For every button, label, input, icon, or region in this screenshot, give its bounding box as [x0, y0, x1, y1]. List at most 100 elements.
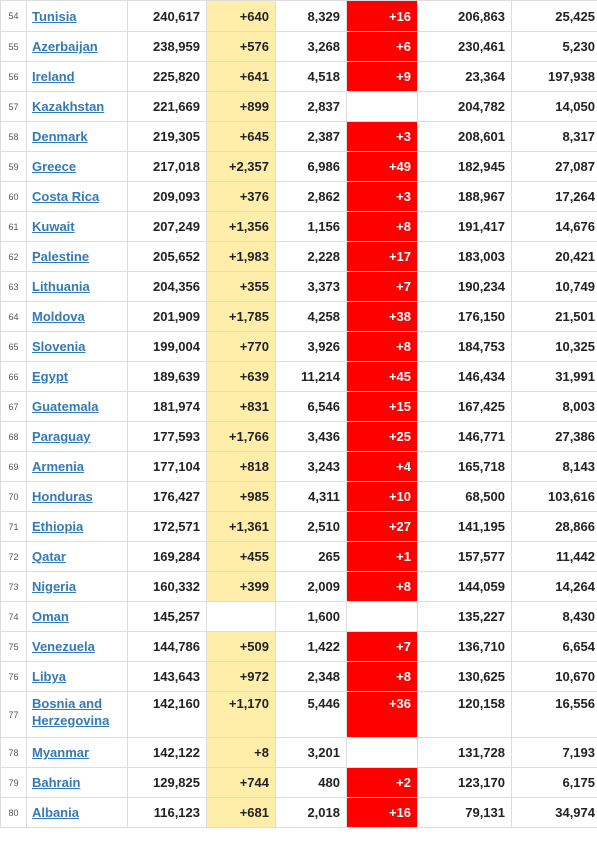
- country-link[interactable]: Nigeria: [32, 579, 77, 594]
- total-recovered-cell: 190,234: [417, 271, 512, 302]
- table-row: 57 Kazakhstan 221,669 +899 2,837 204,782…: [0, 91, 597, 122]
- country-cell: Albania: [26, 797, 128, 828]
- country-link[interactable]: Ethiopia: [32, 519, 84, 534]
- country-link[interactable]: Paraguay: [32, 429, 91, 444]
- country-cell: Moldova: [26, 301, 128, 332]
- country-cell: Kuwait: [26, 211, 128, 242]
- new-cases-cell: +645: [206, 121, 276, 152]
- total-recovered-cell: 191,417: [417, 211, 512, 242]
- total-deaths-cell: 1,600: [275, 601, 347, 632]
- new-deaths-cell: [346, 601, 418, 632]
- active-cases-cell: 14,264: [511, 571, 597, 602]
- total-cases-cell: 205,652: [127, 241, 207, 272]
- total-deaths-cell: 265: [275, 541, 347, 572]
- country-cell: Bosnia and Herzegovina: [26, 691, 128, 738]
- new-deaths-cell: +6: [346, 31, 418, 62]
- row-number: 64: [0, 301, 27, 332]
- country-link[interactable]: Lithuania: [32, 279, 90, 294]
- row-number: 61: [0, 211, 27, 242]
- total-cases-cell: 160,332: [127, 571, 207, 602]
- table-row: 64 Moldova 201,909 +1,785 4,258 +38 176,…: [0, 301, 597, 332]
- total-deaths-cell: 2,387: [275, 121, 347, 152]
- country-link[interactable]: Bosnia and Herzegovina: [32, 696, 110, 728]
- total-cases-cell: 204,356: [127, 271, 207, 302]
- total-deaths-cell: 2,228: [275, 241, 347, 272]
- new-deaths-cell: +17: [346, 241, 418, 272]
- total-deaths-cell: 6,986: [275, 151, 347, 182]
- new-deaths-cell: +36: [346, 691, 418, 738]
- country-link[interactable]: Kazakhstan: [32, 99, 105, 114]
- new-cases-cell: +355: [206, 271, 276, 302]
- new-deaths-cell: +25: [346, 421, 418, 452]
- new-cases-cell: [206, 601, 276, 632]
- new-cases-cell: +640: [206, 0, 276, 32]
- country-cell: Ethiopia: [26, 511, 128, 542]
- country-link[interactable]: Palestine: [32, 249, 90, 264]
- total-recovered-cell: 135,227: [417, 601, 512, 632]
- new-cases-cell: +1,766: [206, 421, 276, 452]
- country-link[interactable]: Tunisia: [32, 8, 77, 24]
- country-link[interactable]: Egypt: [32, 369, 69, 384]
- country-cell: Slovenia: [26, 331, 128, 362]
- country-link[interactable]: Libya: [32, 669, 66, 684]
- total-recovered-cell: 184,753: [417, 331, 512, 362]
- country-link[interactable]: Armenia: [32, 459, 85, 474]
- new-cases-cell: +972: [206, 661, 276, 692]
- active-cases-cell: 11,442: [511, 541, 597, 572]
- total-cases-cell: 181,974: [127, 391, 207, 422]
- active-cases-cell: 17,264: [511, 181, 597, 212]
- active-cases-cell: 27,087: [511, 151, 597, 182]
- country-link[interactable]: Ireland: [32, 69, 75, 84]
- total-recovered-cell: 79,131: [417, 797, 512, 828]
- country-link[interactable]: Slovenia: [32, 339, 86, 354]
- row-number: 74: [0, 601, 27, 632]
- active-cases-cell: 10,670: [511, 661, 597, 692]
- country-link[interactable]: Guatemala: [32, 399, 99, 414]
- country-link[interactable]: Myanmar: [32, 745, 90, 760]
- row-number: 58: [0, 121, 27, 152]
- country-link[interactable]: Denmark: [32, 129, 88, 144]
- total-deaths-cell: 2,018: [275, 797, 347, 828]
- active-cases-cell: 10,749: [511, 271, 597, 302]
- new-cases-cell: +455: [206, 541, 276, 572]
- table-row: 76 Libya 143,643 +972 2,348 +8 130,625 1…: [0, 661, 597, 692]
- row-number: 71: [0, 511, 27, 542]
- total-cases-cell: 219,305: [127, 121, 207, 152]
- country-link[interactable]: Bahrain: [32, 775, 81, 790]
- total-recovered-cell: 146,771: [417, 421, 512, 452]
- country-link[interactable]: Kuwait: [32, 219, 75, 234]
- country-link[interactable]: Azerbaijan: [32, 39, 98, 54]
- country-link[interactable]: Honduras: [32, 489, 93, 504]
- row-number: 72: [0, 541, 27, 572]
- total-recovered-cell: 123,170: [417, 767, 512, 798]
- new-deaths-cell: +49: [346, 151, 418, 182]
- country-link[interactable]: Greece: [32, 159, 77, 174]
- country-link[interactable]: Qatar: [32, 549, 66, 564]
- active-cases-cell: 6,654: [511, 631, 597, 662]
- total-cases-cell: 209,093: [127, 181, 207, 212]
- row-number: 69: [0, 451, 27, 482]
- country-link[interactable]: Venezuela: [32, 639, 95, 654]
- row-number: 65: [0, 331, 27, 362]
- total-cases-cell: 144,786: [127, 631, 207, 662]
- new-deaths-cell: +7: [346, 631, 418, 662]
- total-recovered-cell: 183,003: [417, 241, 512, 272]
- country-link[interactable]: Albania: [32, 805, 79, 820]
- country-cell: Kazakhstan: [26, 91, 128, 122]
- total-cases-cell: 145,257: [127, 601, 207, 632]
- table-row: 74 Oman 145,257 1,600 135,227 8,430: [0, 601, 597, 632]
- new-cases-cell: +639: [206, 361, 276, 392]
- row-number: 79: [0, 767, 27, 798]
- country-link[interactable]: Costa Rica: [32, 189, 100, 204]
- new-deaths-cell: +4: [346, 451, 418, 482]
- country-link[interactable]: Moldova: [32, 309, 85, 324]
- new-cases-cell: +1,170: [206, 691, 276, 738]
- total-recovered-cell: 144,059: [417, 571, 512, 602]
- total-deaths-cell: 3,373: [275, 271, 347, 302]
- active-cases-cell: 8,143: [511, 451, 597, 482]
- new-cases-cell: +8: [206, 737, 276, 768]
- table-row: 79 Bahrain 129,825 +744 480 +2 123,170 6…: [0, 767, 597, 798]
- table-row: 58 Denmark 219,305 +645 2,387 +3 208,601…: [0, 121, 597, 152]
- country-link[interactable]: Oman: [32, 609, 69, 624]
- new-cases-cell: +770: [206, 331, 276, 362]
